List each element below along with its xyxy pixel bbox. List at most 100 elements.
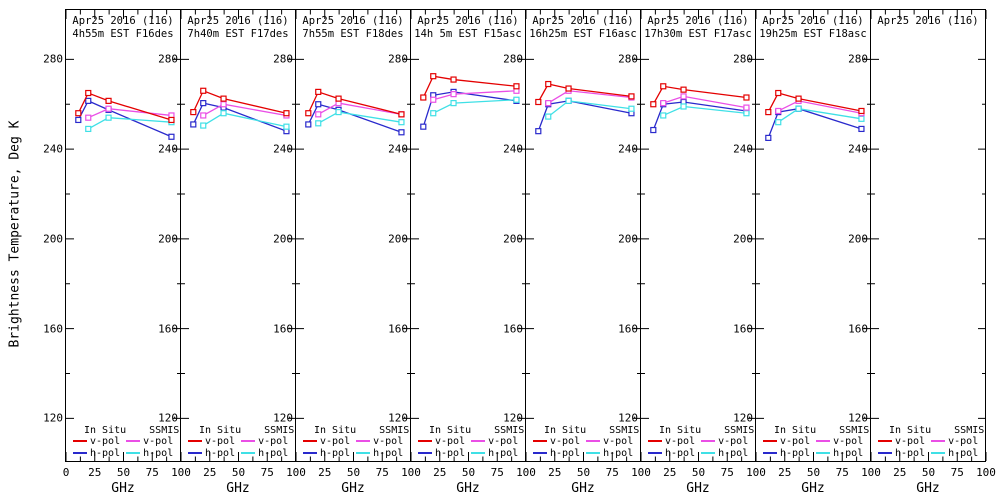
marker-insitu-h-pol — [305, 121, 312, 128]
marker-ssmis-v-pol — [220, 101, 227, 108]
legend-label-v-pol: v-pol — [603, 436, 634, 447]
legend-label-v-pol: v-pol — [550, 436, 581, 447]
y-axis-title: Brightness Temperature, Deg K — [7, 120, 23, 348]
legend-label-h-pol: h-pol — [258, 447, 289, 459]
legend-label-v-pol: v-pol — [205, 436, 236, 447]
legend: In Situ SSMIS v-pol v-pol h-pol h-pol — [188, 425, 294, 460]
x-tick-label: 50 — [806, 466, 821, 479]
marker-ssmis-v-pol — [680, 93, 687, 100]
legend-h-pol-ssmis-line-swatch — [586, 451, 601, 454]
y-tick-label: 120 — [618, 411, 638, 425]
legend-label-h-pol: h-pol — [718, 447, 749, 459]
line-insitu-v-pol — [422, 75, 517, 98]
y-tick-label: 240 — [848, 142, 868, 156]
marker-insitu-v-pol — [335, 95, 342, 102]
legend-row-h-pol: h-pol h-pol — [73, 448, 179, 460]
marker-insitu-h-pol — [650, 126, 657, 134]
line-insitu-v-pol — [537, 83, 632, 103]
marker-ssmis-h-pol — [513, 96, 520, 103]
x-tick-label: 50 — [461, 466, 476, 479]
legend-v-pol-ssmis-line-swatch — [241, 440, 256, 442]
line-insitu-h-pol — [422, 91, 517, 127]
legend: In Situ SSMIS v-pol v-pol h-pol h-pol — [878, 425, 984, 460]
marker-insitu-v-pol — [283, 110, 290, 117]
plot-area — [640, 10, 757, 461]
legend-header-row: In Situ SSMIS — [188, 425, 294, 437]
marker-insitu-v-pol — [628, 93, 635, 100]
y-tick-label: 200 — [503, 232, 523, 246]
panel-title-date: Apr25 2016 (116) — [877, 15, 979, 27]
marker-insitu-v-pol — [565, 85, 572, 92]
legend-v-pol-ssmis-line-swatch — [701, 440, 716, 442]
x-tick-label: 50 — [576, 466, 591, 479]
marker-ssmis-v-pol — [200, 112, 207, 119]
marker-ssmis-h-pol — [200, 122, 207, 129]
y-tick-label: 160 — [848, 322, 868, 336]
legend-h-pol-insitu-line-swatch — [418, 451, 432, 454]
legend-v-pol-ssmis-line-swatch — [586, 440, 601, 442]
x-tick-label: 75 — [145, 466, 159, 479]
x-tick-label: 50 — [346, 466, 361, 479]
marker-insitu-v-pol — [220, 95, 227, 102]
legend-label-h-pol: h-pol — [550, 447, 581, 459]
x-tick-label: 25 — [203, 466, 217, 479]
legend-h-pol-ssmis-line-swatch — [816, 451, 831, 454]
legend-v-pol-insitu-line-swatch — [303, 440, 317, 442]
marker-ssmis-v-pol — [660, 100, 667, 107]
legend-label-h-pol: h-pol — [895, 447, 926, 459]
line-ssmis-h-pol — [432, 99, 517, 114]
line-ssmis-h-pol — [662, 105, 747, 117]
panel-title-time-satellite: 17h30m EST F17asc — [644, 28, 752, 40]
line-insitu-h-pol — [77, 100, 172, 138]
y-tick-label: 280 — [618, 52, 638, 66]
legend-label-h-pol: h-pol — [780, 447, 811, 459]
x-tick-label: 50 — [231, 466, 246, 479]
legend-row-h-pol: h-pol h-pol — [878, 448, 984, 460]
legend-v-pol-insitu-line-swatch — [73, 440, 87, 442]
legend-row-v-pol: v-pol v-pol — [73, 436, 179, 448]
legend-header-insitu: In Situ — [544, 424, 587, 436]
y-tick-label: 240 — [618, 142, 638, 156]
marker-insitu-v-pol — [420, 94, 427, 101]
y-tick-label: 240 — [43, 142, 63, 156]
x-tick-label: 75 — [720, 466, 734, 479]
legend-v-pol-ssmis-line-swatch — [471, 440, 486, 442]
y-tick-label: 160 — [618, 322, 638, 336]
legend-h-pol-insitu-line-swatch — [533, 451, 547, 454]
marker-insitu-v-pol — [430, 73, 437, 80]
marker-insitu-h-pol — [200, 100, 207, 107]
legend-row-h-pol: h-pol h-pol — [533, 448, 639, 460]
y-tick-label: 160 — [388, 322, 408, 336]
legend-h-pol-insitu-line-swatch — [763, 451, 777, 454]
marker-insitu-h-pol — [85, 97, 92, 104]
marker-ssmis-h-pol — [85, 125, 92, 133]
y-tick-label: 240 — [733, 142, 753, 156]
marker-insitu-v-pol — [535, 98, 542, 106]
y-tick-label: 120 — [388, 411, 408, 425]
legend-header-insitu: In Situ — [774, 424, 817, 436]
legend-label-h-pol: h-pol — [435, 447, 466, 459]
marker-insitu-v-pol — [168, 116, 175, 124]
legend-header-insitu: In Situ — [889, 424, 932, 436]
marker-ssmis-h-pol — [398, 119, 405, 126]
legend-label-v-pol: v-pol — [90, 436, 121, 447]
legend-header-insitu: In Situ — [84, 424, 127, 436]
marker-ssmis-h-pol — [743, 110, 750, 117]
marker-ssmis-v-pol — [545, 100, 552, 107]
y-tick-label: 200 — [848, 232, 868, 246]
x-tick-label: 25 — [88, 466, 102, 479]
panel-title-date: Apr25 2016 (116) — [187, 15, 289, 27]
x-tick-label: 75 — [950, 466, 964, 479]
legend-header-ssmis: SSMIS — [264, 424, 295, 436]
legend-header-ssmis: SSMIS — [724, 424, 755, 436]
y-tick-label: 120 — [503, 411, 523, 425]
legend-label-v-pol: v-pol — [665, 436, 696, 447]
marker-insitu-h-pol — [315, 101, 322, 108]
y-tick-label: 240 — [158, 142, 178, 156]
marker-ssmis-h-pol — [565, 97, 572, 104]
x-axis-title: GHz — [571, 481, 595, 496]
legend-h-pol-insitu-line-swatch — [73, 451, 87, 454]
plot-area — [870, 10, 987, 461]
legend-h-pol-ssmis-line-swatch — [701, 451, 716, 454]
panel-title-date: Apr25 2016 (116) — [532, 15, 634, 27]
